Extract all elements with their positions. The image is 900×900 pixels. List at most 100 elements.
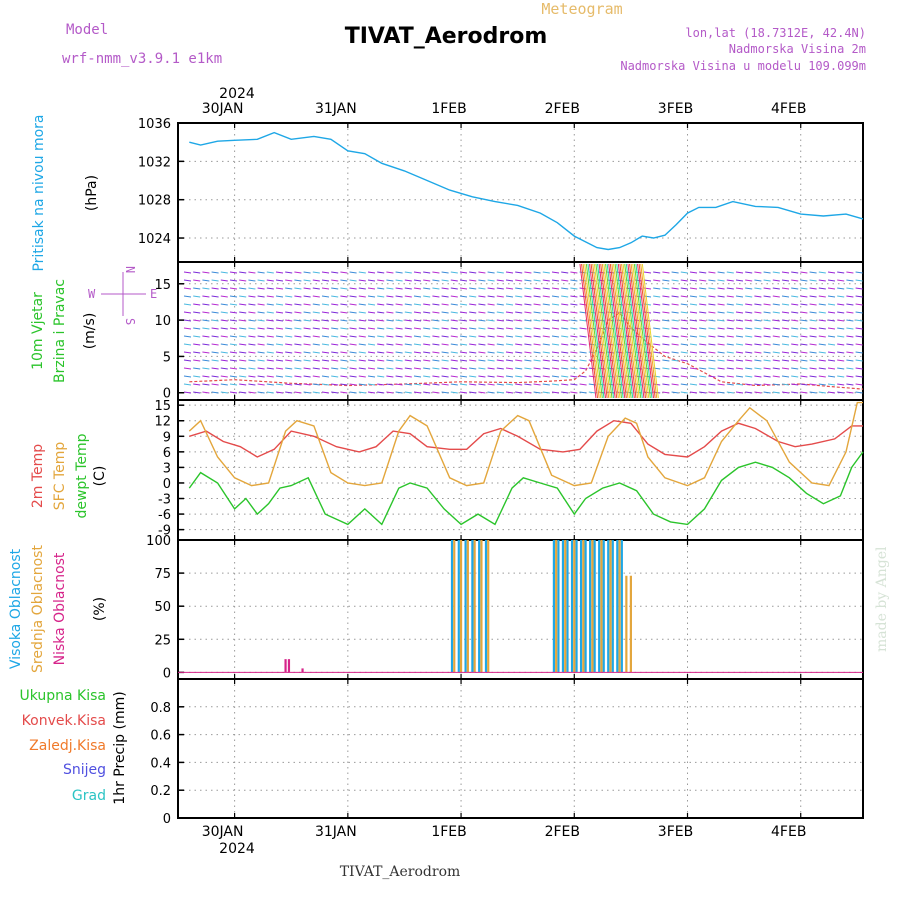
wind-barb: [570, 311, 578, 314]
wind-barb: [229, 375, 238, 378]
wind-barb: [570, 383, 578, 386]
wind-storm-barb: [627, 263, 645, 399]
wind-unit: (m/s): [82, 313, 98, 350]
wind-barb: [754, 359, 762, 362]
wind-barb: [193, 327, 201, 330]
wind-barb: [726, 311, 734, 314]
wind-barb: [432, 303, 440, 306]
wind-barb: [469, 383, 477, 386]
wind-barb: [266, 367, 274, 370]
wind-barb: [423, 295, 431, 298]
wind-barb: [505, 335, 514, 338]
wind-barb: [505, 311, 514, 314]
wind-barb: [285, 279, 293, 282]
wind-barb: [413, 367, 422, 370]
wind-barb: [524, 327, 532, 330]
wind-barb: [395, 367, 403, 370]
wind-barb: [469, 343, 477, 346]
wind-barb: [294, 343, 302, 346]
wind-barb: [395, 271, 403, 274]
wind-barb: [285, 311, 293, 314]
wind-barb: [662, 391, 670, 394]
wind-barb: [432, 383, 440, 386]
wind-barb: [413, 375, 422, 378]
wind-barb: [708, 351, 716, 354]
wind-barb: [285, 319, 293, 322]
wind-barb: [570, 391, 578, 394]
wind-barb: [441, 343, 449, 346]
wind-barb: [726, 279, 734, 282]
wind-barb: [441, 311, 449, 314]
wind-barb: [846, 271, 854, 274]
wind-barb: [340, 367, 348, 370]
compass-e: E: [150, 287, 157, 301]
wind-barb: [551, 287, 560, 290]
wind-barb: [524, 319, 532, 322]
wind-barb: [248, 327, 256, 330]
wind-barb: [220, 367, 228, 370]
wind-barb: [818, 279, 826, 282]
ytick-label-temperature: -6: [158, 508, 171, 523]
wind-barb: [800, 343, 808, 346]
wind-barb: [257, 279, 265, 282]
wind-barb: [496, 279, 504, 282]
wind-barb: [377, 303, 385, 306]
wind-barb: [275, 359, 284, 362]
wind-barb: [717, 295, 725, 298]
ytick-label-precip: 0.8: [150, 701, 171, 716]
wind-barb: [211, 327, 219, 330]
wind-barb: [202, 303, 210, 306]
wind-barb: [717, 343, 725, 346]
panel-frame-precip: [177, 678, 864, 819]
wind-barb: [367, 303, 376, 306]
wind-barb: [745, 279, 753, 282]
wind-barb: [524, 391, 532, 394]
wind-barb: [303, 311, 311, 314]
wind-barb: [423, 367, 431, 370]
wind-barb: [202, 279, 210, 282]
wind-barb: [349, 335, 357, 338]
wind-barb: [183, 279, 192, 282]
wind-barb: [809, 295, 817, 298]
wind-barb: [239, 391, 247, 394]
wind-barb: [726, 335, 734, 338]
wind-storm-barb: [597, 263, 615, 399]
wind-barb: [551, 311, 560, 314]
wind-barb: [726, 295, 734, 298]
wind-barb: [275, 327, 284, 330]
ytick-label-wind: 0: [163, 387, 171, 402]
wind-barb: [524, 271, 532, 274]
wind-barb: [717, 311, 725, 314]
wind-barb: [699, 351, 707, 354]
wind-barb: [423, 319, 431, 322]
wind-barb: [551, 359, 560, 362]
bottom-year-label: 2024: [219, 841, 255, 857]
wind-storm-barb: [600, 263, 618, 399]
wind-barb: [818, 367, 826, 370]
wind-storm-barb: [589, 263, 607, 399]
wind-barb: [515, 311, 523, 314]
wind-barb: [441, 391, 449, 394]
wind-barb: [735, 295, 744, 298]
wind-barb: [772, 327, 780, 330]
wind-barb: [303, 351, 311, 354]
wind-barb: [662, 367, 670, 370]
wind-barb: [312, 295, 320, 298]
wind-barb: [505, 327, 514, 330]
wind-barb: [671, 303, 679, 306]
wind-barb: [505, 383, 514, 386]
wind-barb: [183, 343, 192, 346]
wind-barb: [478, 335, 486, 338]
wind-barb: [542, 327, 550, 330]
wind-barb: [294, 311, 302, 314]
wind-barb: [827, 375, 836, 378]
wind-barb: [680, 311, 688, 314]
wind-barb: [570, 343, 578, 346]
wind-barb: [377, 311, 385, 314]
wind-barb: [653, 359, 661, 362]
wind-barb: [781, 279, 790, 282]
wind-barb: [735, 391, 744, 394]
wind-barb: [229, 295, 238, 298]
wind-barb: [754, 335, 762, 338]
wind-barb: [285, 327, 293, 330]
